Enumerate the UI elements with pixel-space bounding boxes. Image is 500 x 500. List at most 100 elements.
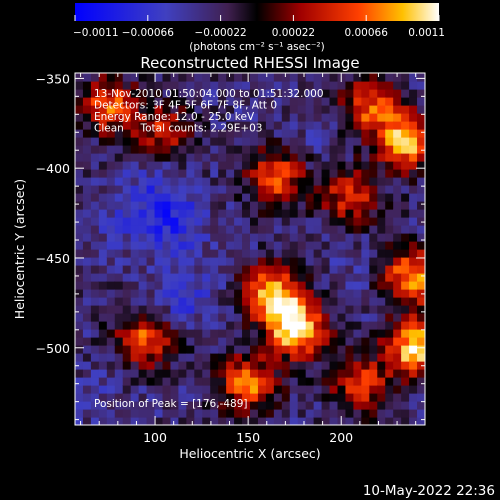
heatmap-cell — [401, 337, 410, 346]
heatmap-cell — [194, 345, 203, 354]
heatmap-cell — [162, 129, 172, 138]
heatmap-cell — [106, 385, 116, 394]
heatmap-cell — [194, 225, 203, 234]
heatmap-cell — [146, 305, 156, 314]
heatmap-cell — [273, 409, 283, 418]
heatmap-cell — [289, 153, 299, 162]
heatmap-cell — [75, 161, 84, 170]
heatmap-cell — [242, 105, 251, 114]
heatmap-cell — [385, 297, 394, 306]
heatmap-cell — [122, 73, 132, 82]
heatmap-cell — [146, 321, 156, 330]
heatmap-cell — [154, 153, 164, 162]
heatmap-cell — [337, 329, 347, 338]
heatmap-cell — [154, 401, 164, 410]
heatmap-cell — [417, 193, 425, 202]
heatmap-cell — [162, 177, 172, 186]
heatmap-cell — [202, 81, 211, 90]
heatmap-cell — [242, 201, 251, 210]
heatmap-cell — [130, 257, 140, 266]
heatmap-cell — [281, 273, 291, 282]
heatmap-cell — [170, 73, 180, 82]
heatmap-cell — [297, 265, 307, 274]
heatmap-cell — [257, 73, 267, 82]
heatmap-cell — [377, 121, 386, 130]
heatmap-cell — [138, 177, 148, 186]
heatmap-cell — [345, 145, 355, 154]
heatmap-cell — [82, 289, 92, 298]
heatmap-cell — [337, 73, 347, 82]
heatmap-cell — [281, 377, 291, 386]
heatmap-cell — [369, 129, 378, 138]
heatmap-cell — [138, 369, 148, 378]
heatmap-cell — [401, 225, 410, 234]
heatmap-cell — [106, 249, 116, 258]
heatmap-cell — [417, 385, 425, 394]
heatmap-cell — [210, 361, 219, 370]
heatmap-cell — [146, 153, 156, 162]
heatmap-cell — [409, 265, 418, 274]
heatmap-cell — [242, 185, 251, 194]
heatmap-cell — [257, 401, 267, 410]
heatmap-cell — [401, 161, 410, 170]
heatmap-cell — [106, 113, 116, 122]
heatmap-cell — [154, 337, 164, 346]
heatmap-cell — [146, 377, 156, 386]
heatmap-cell — [234, 257, 243, 266]
heatmap-cell — [170, 193, 180, 202]
heatmap-cell — [369, 289, 378, 298]
heatmap-cell — [329, 113, 339, 122]
heatmap-cell — [82, 257, 92, 266]
heatmap-cell — [273, 361, 283, 370]
y-tick-label: −400 — [36, 161, 70, 176]
heatmap-cell — [305, 169, 315, 178]
heatmap-cell — [329, 409, 339, 418]
heatmap-cell — [226, 217, 235, 226]
heatmap-cell — [297, 201, 307, 210]
heatmap-cell — [313, 353, 323, 362]
heatmap-cell — [226, 393, 235, 402]
heatmap-cell — [250, 361, 259, 370]
heatmap-cell — [353, 257, 362, 266]
heatmap-cell — [178, 97, 187, 106]
heatmap-cell — [186, 105, 195, 114]
heatmap-cell — [218, 209, 227, 218]
heatmap-cell — [305, 337, 315, 346]
heatmap-cell — [154, 289, 164, 298]
heatmap-cell — [194, 369, 203, 378]
heatmap-cell — [369, 353, 378, 362]
heatmap-cell — [361, 273, 370, 282]
heatmap-cell — [75, 97, 84, 106]
heatmap-cell — [186, 73, 195, 82]
heatmap-cell — [369, 393, 378, 402]
heatmap-cell — [297, 153, 307, 162]
heatmap-cell — [162, 209, 172, 218]
heatmap-cell — [337, 81, 347, 90]
heatmap-cell — [305, 313, 315, 322]
heatmap-cell — [305, 145, 315, 154]
heatmap-cell — [210, 225, 219, 234]
heatmap-cell — [297, 417, 307, 425]
heatmap-cell — [385, 409, 394, 418]
heatmap-cell — [194, 113, 203, 122]
heatmap-cell — [218, 289, 227, 298]
heatmap-cell — [321, 217, 331, 226]
heatmap-cell — [178, 169, 187, 178]
heatmap-cell — [409, 313, 418, 322]
heatmap-cell — [409, 321, 418, 330]
heatmap-cell — [257, 121, 267, 130]
heatmap-cell — [369, 369, 378, 378]
heatmap-cell — [218, 249, 227, 258]
heatmap-cell — [337, 121, 347, 130]
heatmap-cell — [369, 137, 378, 146]
heatmap-cell — [210, 345, 219, 354]
heatmap-cell — [122, 113, 132, 122]
heatmap-cell — [75, 337, 84, 346]
heatmap-cell — [361, 337, 370, 346]
heatmap-cell — [178, 105, 187, 114]
heatmap-cell — [361, 225, 370, 234]
heatmap-cell — [265, 105, 275, 114]
heatmap-cell — [170, 345, 180, 354]
heatmap-cell — [146, 353, 156, 362]
heatmap-cell — [257, 393, 267, 402]
